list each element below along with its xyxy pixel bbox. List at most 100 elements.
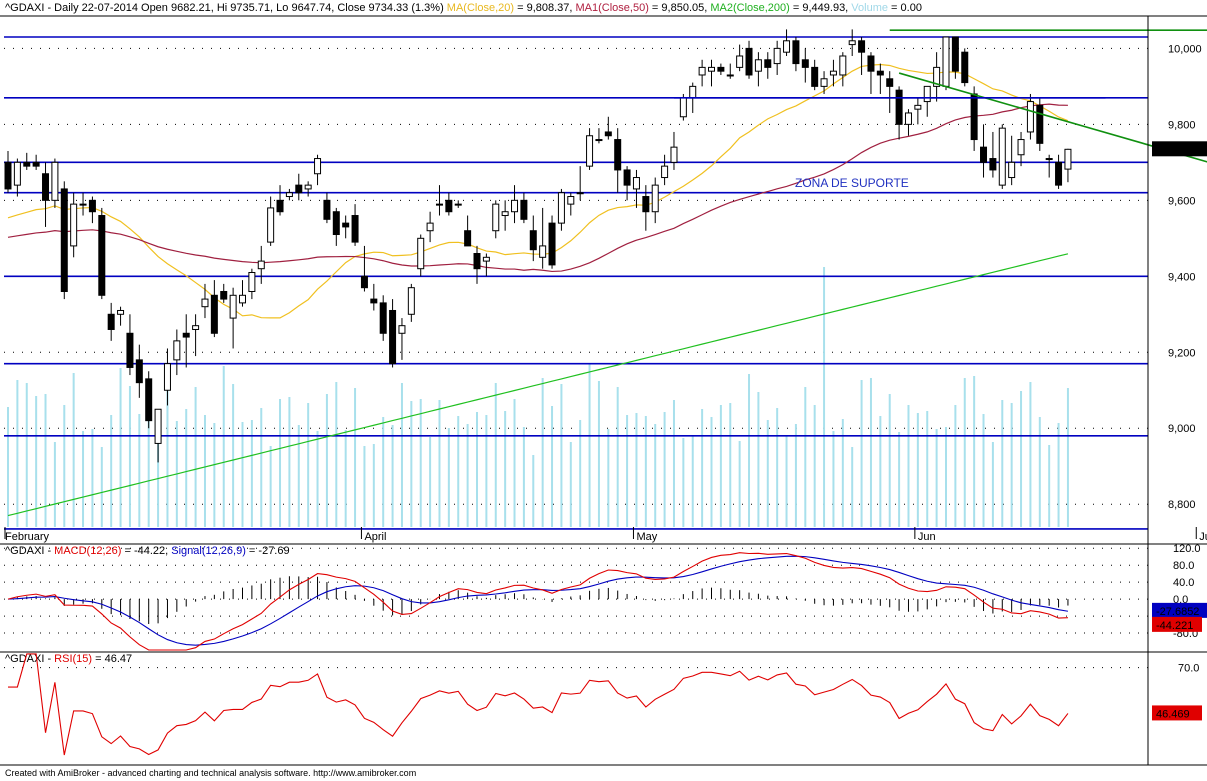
volume-bar <box>823 267 826 527</box>
volume-bar <box>663 412 666 527</box>
candles <box>4 29 1072 463</box>
candle-body <box>923 85 931 103</box>
ma50-label: MA1(Close,50) <box>575 2 649 14</box>
candle-body <box>417 237 425 270</box>
candle-body <box>1045 158 1053 161</box>
candle-body <box>679 97 687 118</box>
volume-bar <box>194 387 197 527</box>
signal-label: Signal(12,26,9) <box>171 545 246 557</box>
candle-body <box>248 272 256 292</box>
volume-bar <box>1029 382 1032 527</box>
candle-body <box>182 332 190 338</box>
footer-credit: Created with AmiBroker - advanced charti… <box>5 768 417 778</box>
volume-bar <box>607 429 610 527</box>
symbol: ^GDAXI <box>5 2 45 14</box>
volume-bar <box>44 394 47 527</box>
candle-body <box>989 158 997 171</box>
volume-bar <box>907 405 910 527</box>
volume-bar <box>110 415 113 527</box>
volume-bar <box>504 411 507 527</box>
rsi-panel: 70.0 46.469 <box>4 653 1202 756</box>
volume-bar <box>410 401 413 527</box>
rsi-value: 46.469 <box>1156 708 1190 720</box>
candle-body <box>651 184 659 213</box>
candle-body <box>454 203 462 206</box>
volume-bar <box>476 412 478 527</box>
candle-body <box>192 325 200 330</box>
candle-body <box>257 260 265 270</box>
volume-bar <box>119 368 122 527</box>
candle-body <box>708 66 715 72</box>
candle-body <box>145 378 153 422</box>
macd-panel-title: ^GDAXI - MACD(12,26) = -44.22, Signal(12… <box>5 545 290 557</box>
month-label: February <box>5 531 50 543</box>
candle-body <box>933 66 941 87</box>
volume-bar <box>579 420 582 527</box>
volume-bar <box>213 423 216 527</box>
volume-bar <box>832 431 835 527</box>
candle-body <box>239 294 246 304</box>
last-close-marker <box>1152 141 1207 157</box>
volume-bar <box>297 425 300 527</box>
volume-bar <box>541 378 544 527</box>
candle-body <box>539 245 547 258</box>
candle-body <box>867 55 875 72</box>
volume-bar <box>1010 403 1013 527</box>
volume-bar <box>644 416 647 527</box>
candle-body <box>904 112 912 125</box>
candle-body <box>839 55 847 76</box>
volume-bar <box>963 378 966 527</box>
candle-body <box>586 135 594 167</box>
candle-body <box>1036 104 1044 144</box>
price-tick-label: 9,400 <box>1168 271 1196 283</box>
price-tick-label: 9,800 <box>1168 119 1196 131</box>
volume-label: Volume <box>851 2 888 14</box>
candle-body <box>276 199 284 213</box>
volume-bar <box>851 447 854 527</box>
ma20-value: = 9,808.37, <box>514 2 576 14</box>
candle-body <box>398 325 406 334</box>
volume-bar <box>804 387 807 527</box>
candle-body <box>670 146 678 163</box>
volume-bar <box>494 383 497 527</box>
volume-bar <box>701 409 704 527</box>
volume-bar <box>766 420 769 527</box>
candle-body <box>464 230 472 247</box>
volume-bar <box>757 392 760 527</box>
price-tick-label: 9,600 <box>1168 195 1196 207</box>
volume-bar <box>1066 388 1069 527</box>
volume-bar <box>307 403 310 527</box>
candle-body <box>623 169 631 186</box>
volume-bar <box>729 403 732 527</box>
candle-body <box>126 332 134 368</box>
candle-body <box>811 66 819 87</box>
candle-body <box>942 36 950 87</box>
moving-averages <box>7 63 1069 517</box>
signal-line <box>7 555 1069 646</box>
candle-body <box>951 36 959 72</box>
volume-bar <box>391 425 394 527</box>
candle-body <box>42 173 50 201</box>
candle-body <box>135 359 143 384</box>
ma20-label: MA(Close,20) <box>446 2 515 14</box>
ma200-label: MA2(Close,200) <box>710 2 790 14</box>
candle-body <box>323 199 331 220</box>
candle-body <box>426 222 434 232</box>
volume-bars <box>7 267 1069 527</box>
candle-body <box>98 215 106 296</box>
chart-header: ^GDAXI - Daily 22-07-2014 Open 9682.21, … <box>5 2 922 14</box>
volume-bar <box>1048 445 1051 527</box>
candle-body <box>961 51 969 84</box>
candle-body <box>4 161 12 190</box>
candle-body <box>829 70 837 76</box>
macd-line <box>7 552 1068 651</box>
candle-body <box>520 199 528 220</box>
volume-bar <box>128 386 131 527</box>
candle-body <box>88 199 96 213</box>
candle-body <box>210 294 218 334</box>
volume-bar <box>429 437 432 527</box>
candle-body <box>689 85 697 99</box>
volume-bar <box>166 383 169 527</box>
volume-bar <box>560 384 563 527</box>
volume-bar <box>354 388 357 527</box>
